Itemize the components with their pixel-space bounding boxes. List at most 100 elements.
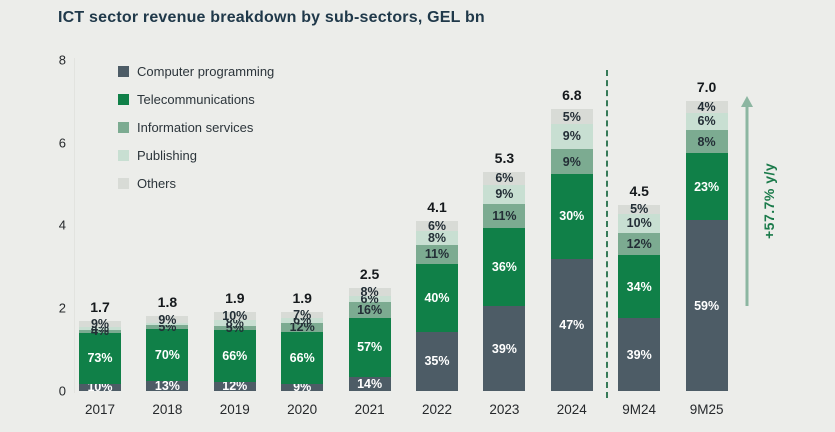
legend-label: Publishing bbox=[137, 147, 197, 163]
bar-segment-information_services bbox=[79, 329, 121, 333]
x-axis-label: 2022 bbox=[421, 402, 453, 417]
segment-label: 66% bbox=[289, 350, 315, 365]
bar-segment-others bbox=[685, 101, 728, 113]
bar-segment-others bbox=[618, 204, 661, 214]
bar-column-2023: 39% 36% 11% 9% 6% 5.3 bbox=[483, 150, 526, 391]
bar-segment-computer_programming bbox=[618, 318, 661, 391]
segment-label: 9% bbox=[90, 316, 110, 331]
bar-total-label: 1.7 bbox=[90, 298, 110, 315]
bar-segment-publishing bbox=[550, 123, 593, 149]
x-axis-label: 2017 bbox=[84, 402, 116, 417]
bar-segment-information_services bbox=[685, 130, 728, 154]
bar-segment-publishing bbox=[281, 317, 324, 323]
x-axis-label: 2018 bbox=[152, 402, 183, 417]
legend-swatch-icon bbox=[118, 65, 129, 77]
bar-segment-computer_programming bbox=[685, 220, 728, 391]
legend-swatch-icon bbox=[118, 149, 129, 161]
bar-segment-information_services bbox=[348, 301, 391, 319]
x-axis-label: 2024 bbox=[556, 402, 587, 417]
bar-segment-telecommunications bbox=[685, 153, 728, 221]
bar-segment-telecommunications bbox=[483, 228, 526, 307]
bar-column-9M24: 39% 34% 12% 10% 5% 4.5 bbox=[618, 183, 661, 391]
bar-segment-others bbox=[146, 316, 189, 324]
bar-segment-others bbox=[416, 221, 458, 232]
x-axis-label: 2019 bbox=[219, 402, 250, 417]
bar-total-label: 4.5 bbox=[629, 182, 649, 199]
bar-segment-telecommunications bbox=[281, 332, 324, 384]
bar-segment-telecommunications bbox=[79, 332, 121, 384]
bar-segment-publishing bbox=[146, 323, 189, 326]
segment-label: 47% bbox=[559, 317, 585, 332]
bar-segment-others bbox=[79, 320, 121, 327]
x-axis-label: 2023 bbox=[489, 402, 520, 417]
bar-segment-publishing bbox=[79, 326, 121, 330]
bar-segment-others bbox=[483, 171, 526, 185]
segment-label: 8% bbox=[360, 284, 379, 299]
bar-column-2020: 9% 66% 12% 6% 7% 1.9 bbox=[281, 290, 324, 394]
legend-item-publishing: Publishing bbox=[118, 145, 274, 165]
legend-item-others: Others bbox=[118, 173, 274, 193]
segment-label: 12% bbox=[289, 320, 315, 335]
bar-segment-information_services bbox=[213, 326, 256, 331]
bar-segment-others bbox=[348, 287, 391, 296]
legend-item-telecommunications: Telecommunications bbox=[118, 89, 274, 109]
segment-label: 6% bbox=[697, 114, 716, 129]
bar-segment-others bbox=[281, 312, 324, 318]
bar-segment-computer_programming bbox=[550, 258, 593, 391]
x-axis-label: 2020 bbox=[287, 402, 318, 417]
segment-label: 39% bbox=[491, 341, 517, 356]
bar-segment-computer_programming bbox=[348, 376, 391, 391]
bar-segment-telecommunications bbox=[213, 330, 256, 382]
bar-segment-publishing bbox=[483, 184, 526, 205]
segment-label: 10% bbox=[222, 309, 248, 324]
segment-label: 9% bbox=[158, 312, 177, 327]
segment-label: 8% bbox=[427, 231, 447, 246]
bar-total-label: 6.8 bbox=[562, 87, 582, 104]
bar-segment-information_services bbox=[146, 325, 189, 330]
y-axis-label: 0 bbox=[58, 383, 66, 399]
bar-column-2018: 13% 70% 5% 9% 1.8 bbox=[146, 294, 189, 393]
legend-item-information_services: Information services bbox=[118, 117, 274, 137]
segment-label: 6% bbox=[427, 219, 447, 234]
legend-label: Telecommunications bbox=[137, 91, 255, 107]
segment-label: 5% bbox=[630, 202, 649, 217]
segment-label: 9% bbox=[562, 154, 581, 169]
bar-segment-telecommunications bbox=[618, 255, 661, 319]
bar-segment-publishing bbox=[213, 320, 256, 327]
bar-total-label: 1.9 bbox=[292, 290, 312, 307]
bar-segment-computer_programming bbox=[79, 383, 121, 391]
segment-label: 5% bbox=[562, 109, 581, 124]
legend-label: Others bbox=[137, 175, 177, 191]
bar-segment-publishing bbox=[685, 112, 728, 131]
legend-swatch-icon bbox=[118, 93, 129, 105]
segment-label: 4% bbox=[697, 99, 716, 114]
segment-label: 70% bbox=[154, 348, 180, 363]
arrow-shaft bbox=[745, 106, 749, 306]
chart-title: ICT sector revenue breakdown by sub-sect… bbox=[58, 9, 485, 26]
bar-total-label: 5.3 bbox=[494, 149, 515, 166]
bar-segment-others bbox=[550, 109, 593, 124]
bar-segment-information_services bbox=[618, 232, 661, 255]
bar-total-label: 7.0 bbox=[696, 79, 717, 96]
segment-label: 7% bbox=[293, 308, 312, 323]
segment-label: 34% bbox=[626, 279, 652, 294]
y-axis-label: 8 bbox=[58, 52, 66, 68]
segment-label: 39% bbox=[626, 347, 652, 362]
bar-column-2017: 10% 73% 4% 4% 9% 1.7 bbox=[79, 299, 121, 395]
segment-label: 14% bbox=[357, 376, 383, 391]
bar-column-2019: 12% 66% 5% 8% 10% 1.9 bbox=[213, 290, 256, 393]
segment-label: 57% bbox=[357, 340, 383, 355]
y-axis-label: 2 bbox=[58, 300, 66, 316]
legend-item-computer_programming: Computer programming bbox=[118, 61, 274, 81]
bar-column-2021: 14% 57% 16% 6% 8% 2.5 bbox=[348, 266, 391, 391]
y-axis-label: 4 bbox=[58, 217, 66, 233]
bar-segment-computer_programming bbox=[213, 381, 256, 391]
segment-label: 10% bbox=[87, 380, 113, 395]
segment-label: 9% bbox=[495, 187, 514, 202]
segment-label: 36% bbox=[491, 260, 517, 275]
bar-segment-information_services bbox=[550, 148, 593, 175]
segment-label: 73% bbox=[87, 351, 113, 366]
y-axis-label: 6 bbox=[58, 135, 66, 151]
